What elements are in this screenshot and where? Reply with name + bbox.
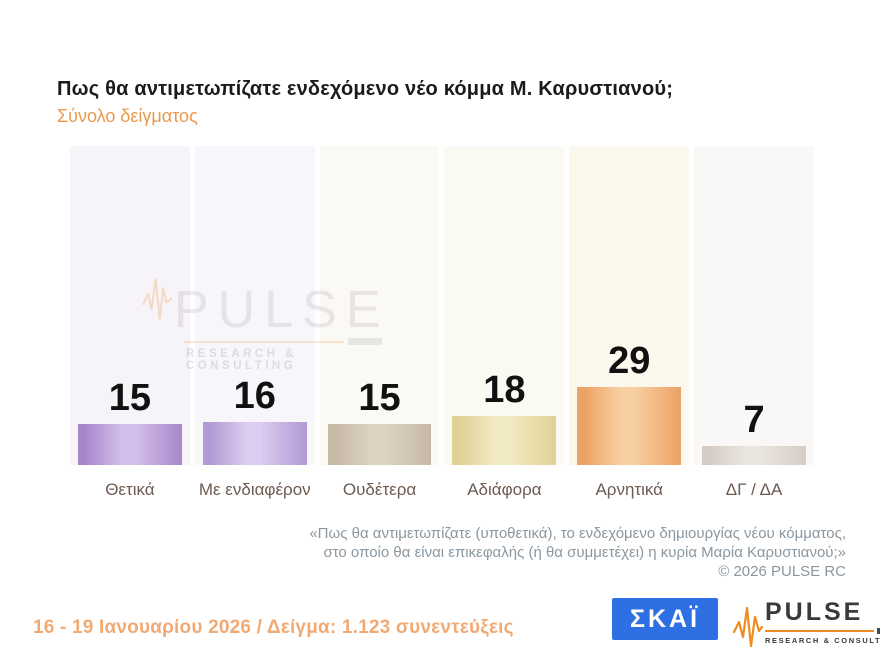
footnote-line-1: «Πως θα αντιμετωπίζατε (υποθετικά), το ε… bbox=[309, 525, 846, 542]
bar bbox=[702, 446, 806, 465]
category-label: Αρνητικά bbox=[595, 480, 664, 499]
pulse-logo-badge bbox=[877, 628, 880, 634]
pulse-logo-underline bbox=[765, 630, 875, 632]
category-label: ΔΓ / ΔΑ bbox=[725, 480, 783, 499]
category-label: Ουδέτερα bbox=[342, 480, 417, 499]
footnote: «Πως θα αντιμετωπίζατε (υποθετικά), το ε… bbox=[309, 524, 846, 582]
bar bbox=[78, 424, 182, 465]
chart-column: 15 Θετικά bbox=[70, 146, 190, 499]
category-label: Με ενδιαφέρον bbox=[198, 480, 311, 499]
value-label: 29 bbox=[608, 340, 651, 382]
skai-logo: ΣΚΑΪ bbox=[612, 598, 718, 640]
pulse-waveform-icon bbox=[733, 606, 763, 648]
page-subtitle: Σύνολο δείγματος bbox=[57, 106, 198, 126]
chart-column: 16 Με ενδιαφέρον bbox=[194, 146, 315, 499]
category-label: Θετικά bbox=[105, 480, 155, 499]
bar bbox=[202, 422, 307, 465]
bar bbox=[327, 424, 432, 465]
value-label: 18 bbox=[483, 369, 526, 411]
bar-chart: 15 Θετικά 16 Με ενδιαφέρον 15 Ουδέτερα 18 Αδιάφ… bbox=[70, 146, 814, 499]
pulse-logo: PULSE RESEARCH & CONSULTING bbox=[733, 600, 880, 648]
value-label: 7 bbox=[743, 399, 765, 441]
survey-info: 16 - 19 Ιανουαρίου 2026 / Δείγμα: 1.123 … bbox=[33, 617, 514, 638]
pulse-logo-tagline: RESEARCH & CONSULTING bbox=[765, 636, 880, 645]
pulse-logo-text: PULSE bbox=[765, 598, 864, 626]
value-label: 16 bbox=[233, 375, 276, 417]
footnote-line-2: στο οποίο θα είναι επικεφαλής (ή θα συμμ… bbox=[323, 544, 846, 562]
chart-column: 7 ΔΓ / ΔΑ bbox=[694, 146, 814, 499]
chart-column: 18 Αδιάφορα bbox=[444, 146, 565, 499]
value-label: 15 bbox=[358, 377, 401, 419]
bar bbox=[577, 387, 682, 465]
category-label: Αδιάφορα bbox=[467, 480, 542, 499]
bar bbox=[452, 416, 557, 465]
chart-column: 15 Ουδέτερα bbox=[319, 146, 440, 499]
page-title: Πως θα αντιμετωπίζατε ενδεχόμενο νέο κόμ… bbox=[57, 78, 674, 100]
footnote-line-3: © 2026 PULSE RC bbox=[718, 563, 846, 581]
chart-column: 29 Αρνητικά bbox=[569, 146, 690, 499]
value-label: 15 bbox=[108, 377, 152, 419]
skai-logo-text: ΣΚΑΪ bbox=[629, 604, 701, 633]
